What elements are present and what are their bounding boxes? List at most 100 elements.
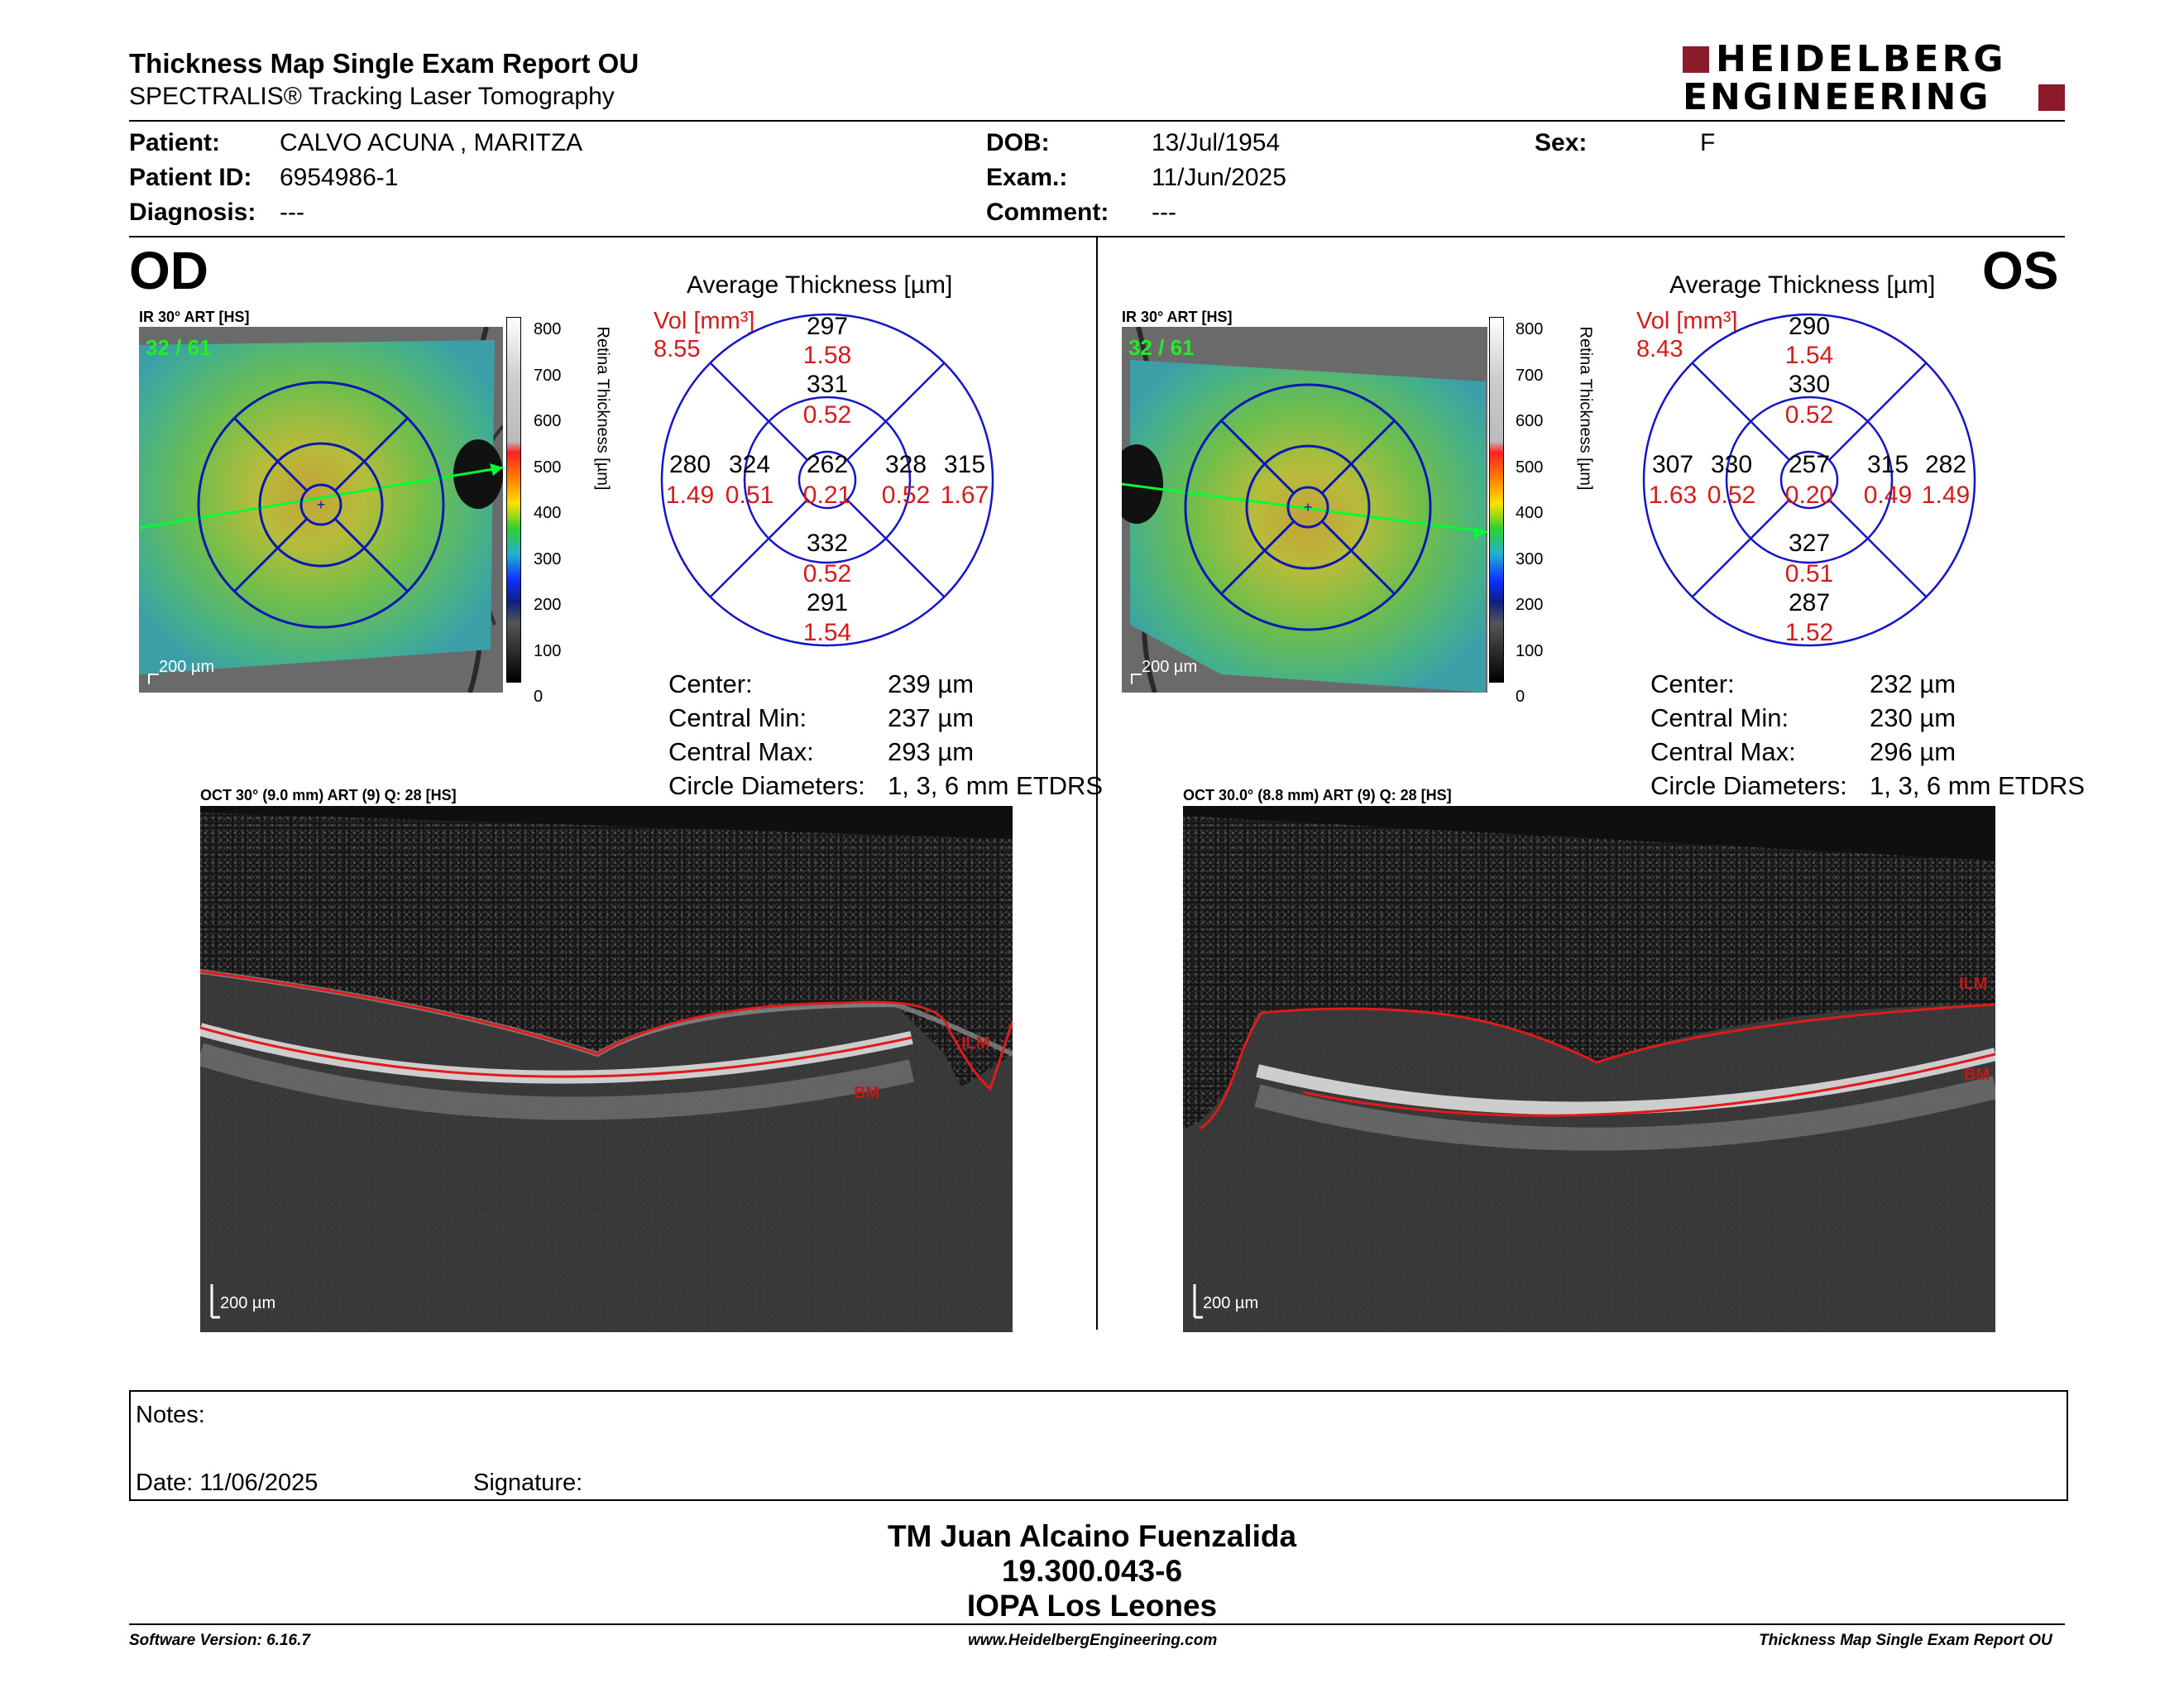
od-min-label: Central Min: (668, 703, 807, 732)
os-etdrs-grid (1642, 313, 1976, 647)
od-oct-svg (200, 806, 1013, 1332)
od-eye-label: OD (129, 241, 208, 300)
patient-name: CALVO ACUNA , MARITZA (280, 129, 583, 156)
od-nas-outer: 315 (943, 451, 986, 478)
comment-value: --- (1152, 199, 1176, 226)
os-max-label: Central Max: (1650, 737, 1796, 766)
patient-divider (129, 236, 2065, 237)
os-avg-title: Average Thickness [µm] (1669, 271, 1936, 299)
notes-date: Date: 11/06/2025 (136, 1470, 318, 1496)
os-temp-outer: 307 (1651, 451, 1694, 478)
od-tick: 800 (534, 320, 562, 338)
sex-value: F (1700, 129, 1716, 156)
os-tick: 500 (1516, 458, 1544, 477)
dob-value: 13/Jul/1954 (1152, 129, 1281, 156)
od-colorbar (506, 317, 521, 683)
diagnosis-value: --- (280, 199, 304, 226)
os-inf-inner-vol: 0.51 (1784, 560, 1834, 587)
notes-box[interactable]: Notes: Date: 11/06/2025 Signature: (129, 1390, 2068, 1501)
os-colorbar (1489, 317, 1504, 683)
od-inf-inner: 332 (806, 530, 849, 557)
os-tick: 600 (1516, 412, 1544, 430)
header-divider (129, 120, 2065, 122)
os-fundus-svg: + (1122, 327, 1487, 693)
os-stats: Center: 232 µm Central Min: 230 µm Central… (1650, 667, 2085, 803)
od-ilm-label: ILM (961, 1034, 990, 1053)
signer-org: IOPA Los Leones (966, 1589, 1218, 1623)
od-oct-scan: ILM BM 200 µm (200, 806, 1013, 1332)
os-center-label: Center: (1650, 669, 1735, 698)
logo-line1: HEIDELBERG (1716, 38, 2007, 80)
os-temp-outer-vol: 1.63 (1648, 482, 1698, 509)
os-center: 257 (1788, 451, 1831, 478)
od-temp-outer: 280 (668, 451, 711, 478)
od-ir-label: IR 30° ART [HS] (139, 309, 250, 325)
od-sup-inner: 331 (806, 371, 849, 398)
os-ilm-label: ILM (1959, 975, 1988, 993)
footer-report-name: Thickness Map Single Exam Report OU (1759, 1632, 2052, 1649)
comment-label: Comment: (986, 199, 1109, 226)
od-diam-value: 1, 3, 6 mm ETDRS (888, 771, 1104, 800)
od-tick: 100 (534, 641, 562, 660)
od-vol-label: Vol [mm³] (654, 308, 755, 334)
od-temp-inner-vol: 0.51 (725, 482, 774, 509)
exam-label: Exam.: (986, 164, 1068, 191)
patient-id: 6954986-1 (280, 164, 399, 191)
svg-text:+: + (317, 496, 326, 513)
notes-label: Notes: (136, 1402, 205, 1428)
os-frame-count: 32 / 61 (1128, 335, 1195, 360)
os-tick: 400 (1516, 504, 1544, 522)
od-avg-title: Average Thickness [µm] (687, 271, 953, 299)
od-diam-label: Circle Diameters: (668, 771, 865, 800)
od-min-value: 237 µm (888, 703, 975, 732)
od-colorbar-ticks: 800 700 600 500 400 300 200 100 0 (534, 307, 561, 721)
os-tick: 300 (1516, 549, 1544, 568)
od-inf-inner-vol: 0.52 (802, 560, 852, 587)
os-inf-outer-vol: 1.52 (1784, 619, 1834, 646)
os-min-value: 230 µm (1870, 703, 1956, 732)
od-tick: 0 (534, 688, 544, 706)
os-oct-label: OCT 30.0° (8.8 mm) ART (9) Q: 28 [HS] (1183, 787, 1452, 803)
os-ir-label: IR 30° ART [HS] (1122, 309, 1233, 325)
od-center-vol: 0.21 (802, 482, 852, 509)
od-tick: 700 (534, 366, 562, 385)
os-center-value: 232 µm (1870, 669, 1956, 698)
os-sup-inner-vol: 0.52 (1784, 401, 1834, 429)
od-tick: 500 (534, 458, 562, 477)
od-temp-inner: 324 (728, 451, 771, 478)
os-tick: 100 (1516, 641, 1544, 660)
os-thickness-map: + 32 / 61 200 µm (1122, 327, 1487, 693)
os-tick: 0 (1516, 688, 1525, 706)
os-tick: 800 (1516, 320, 1544, 338)
od-nas-outer-vol: 1.67 (940, 482, 989, 509)
svg-text:+: + (1304, 499, 1313, 516)
od-inf-outer-vol: 1.54 (802, 619, 852, 646)
os-oct-scale: 200 µm (1203, 1294, 1259, 1312)
os-colorbar-ticks: 800 700 600 500 400 300 200 100 0 (1516, 307, 1543, 721)
os-oct-scan: ILM BM 200 µm (1183, 806, 1995, 1332)
os-sup-outer-vol: 1.54 (1784, 342, 1834, 369)
notes-signature: Signature: (473, 1470, 583, 1496)
logo-line2: ENGINEERING (1683, 76, 1991, 118)
od-bm-label: BM (854, 1084, 880, 1102)
os-nas-inner: 315 (1866, 451, 1909, 478)
od-nas-inner-vol: 0.52 (881, 482, 931, 509)
os-center-vol: 0.20 (1784, 482, 1834, 509)
os-bm-label: BM (1964, 1066, 1990, 1084)
signer-name: TM Juan Alcaino Fuenzalida (887, 1519, 1297, 1553)
od-sup-outer: 297 (806, 313, 849, 340)
od-center: 262 (806, 451, 849, 478)
patient-id-label: Patient ID: (129, 164, 252, 191)
os-tick: 700 (1516, 366, 1544, 385)
website-link[interactable]: www.HeidelbergEngineering.com (968, 1632, 1218, 1649)
logo-square-top (1683, 46, 1709, 73)
od-sup-outer-vol: 1.58 (802, 342, 852, 369)
footer-divider (129, 1623, 2065, 1625)
od-tick: 200 (534, 596, 562, 614)
report-title: Thickness Map Single Exam Report OU (129, 48, 639, 79)
os-vol-value: 8.43 (1636, 336, 1684, 362)
od-max-value: 293 µm (888, 737, 975, 766)
os-temp-inner-vol: 0.52 (1707, 482, 1756, 509)
os-diam-label: Circle Diameters: (1650, 771, 1847, 800)
sex-label: Sex: (1535, 129, 1588, 156)
